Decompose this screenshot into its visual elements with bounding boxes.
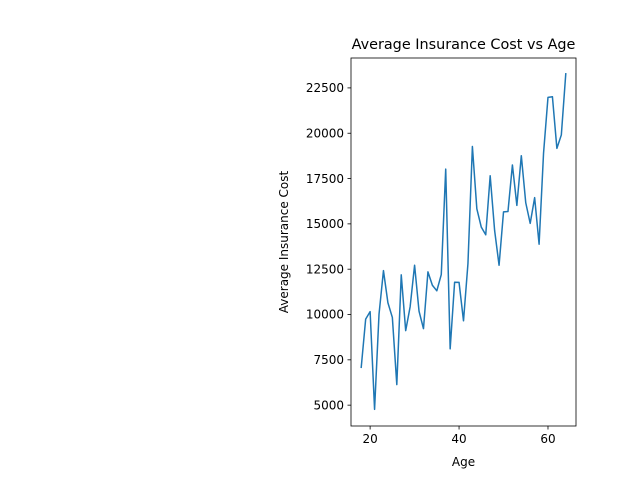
y-tick-label: 5000	[313, 398, 344, 412]
x-tick-label: 60	[540, 432, 555, 446]
y-tick-label: 10000	[306, 308, 344, 322]
y-tick-label: 20000	[306, 126, 344, 140]
x-axis-label: Age	[452, 455, 475, 469]
y-tick-label: 15000	[306, 217, 344, 231]
x-tick-label: 20	[362, 432, 377, 446]
x-tick-label: 40	[451, 432, 466, 446]
ticks-layer: 20 40 60 5000 7500 10000 12500 15000 17500 20000 2…	[306, 81, 556, 446]
y-axis-label: Average Insurance Cost	[277, 170, 291, 313]
y-tick-label: 7500	[313, 353, 344, 367]
plot-area	[351, 58, 576, 426]
y-tick-label: 22500	[306, 81, 344, 95]
series-layer	[360, 73, 567, 411]
y-tick-label: 12500	[306, 262, 344, 276]
axes-layer	[350, 57, 577, 427]
y-tick-label: 17500	[306, 172, 344, 186]
axes-frame	[350, 57, 577, 427]
chart-title: Average Insurance Cost vs Age	[352, 37, 576, 53]
series-line-0	[360, 73, 567, 411]
